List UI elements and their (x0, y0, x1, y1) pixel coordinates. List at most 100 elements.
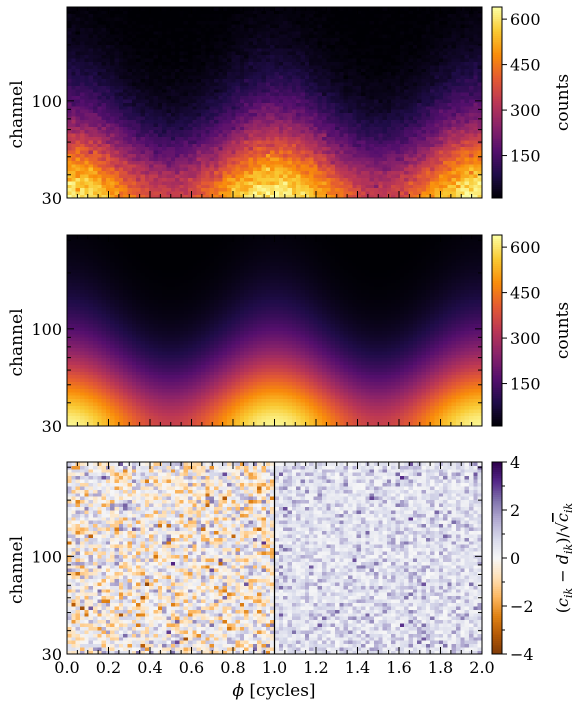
heatmap-cell (213, 105, 219, 110)
heatmap-cell (287, 126, 293, 131)
heatmap-cell (443, 122, 448, 127)
heatmap-cell (382, 99, 388, 103)
heatmap-cell (248, 30, 254, 35)
heatmap-cell (283, 184, 288, 189)
heatmap-cell (322, 180, 327, 185)
heatmap-cell (170, 105, 176, 110)
heatmap-cell (179, 191, 185, 195)
heatmap-cell (105, 64, 111, 69)
heatmap-cell (257, 30, 262, 35)
heatmap-cell (477, 54, 483, 59)
heatmap-cell (300, 64, 306, 69)
heatmap-cell (386, 102, 392, 107)
heatmap-cell (88, 170, 94, 175)
heatmap-cell (386, 99, 392, 103)
heatmap-cell (110, 44, 115, 49)
heatmap-cell (179, 180, 185, 185)
heatmap-cell (79, 61, 85, 66)
heatmap-cell (67, 41, 72, 45)
heatmap-cell (360, 37, 366, 42)
heatmap-cell (343, 78, 349, 83)
heatmap-cell (166, 122, 172, 127)
heatmap-cell (313, 27, 319, 32)
heatmap-cell (456, 116, 461, 120)
heatmap-cell (477, 75, 483, 80)
heatmap-cell (296, 146, 301, 151)
heatmap-cell (123, 126, 128, 131)
heatmap-cell (75, 177, 81, 182)
heatmap-cell (365, 58, 370, 62)
heatmap-cell (456, 119, 461, 124)
heatmap-cell (218, 54, 224, 59)
heatmap-cell (222, 126, 228, 131)
heatmap-cell (226, 167, 232, 172)
heatmap-cell (252, 51, 258, 56)
heatmap-cell (347, 116, 353, 120)
heatmap-cell (291, 47, 297, 52)
heatmap-cell (92, 44, 98, 49)
heatmap-cell (391, 194, 396, 199)
heatmap-cell (114, 71, 120, 76)
heatmap-cell (166, 51, 172, 56)
heatmap-cell (365, 105, 370, 110)
heatmap-cell (123, 75, 128, 80)
heatmap-cell (460, 64, 466, 69)
heatmap-cell (365, 136, 370, 141)
heatmap-cell (235, 191, 241, 195)
heatmap-cell (157, 68, 163, 73)
heatmap-cell (434, 92, 440, 97)
heatmap-cell (443, 102, 448, 107)
heatmap-cell (71, 143, 77, 148)
heatmap-cell (270, 153, 275, 158)
heatmap-cell (360, 88, 366, 93)
heatmap-cell (110, 116, 115, 120)
heatmap-cell (460, 143, 466, 148)
heatmap-cell (84, 167, 90, 172)
heatmap-cell (209, 51, 215, 56)
heatmap-cell (408, 187, 414, 192)
heatmap-cell (244, 20, 249, 25)
heatmap-cell (252, 129, 258, 134)
heatmap-cell (451, 105, 457, 110)
heatmap-cell (213, 82, 219, 86)
heatmap-cell (278, 160, 284, 165)
heatmap-cell (412, 88, 418, 93)
heatmap-cell (140, 71, 146, 76)
heatmap-cell (438, 75, 444, 80)
heatmap-cell (101, 85, 107, 90)
heatmap-cell (473, 150, 479, 155)
heatmap-cell (417, 85, 422, 90)
heatmap-cell (469, 51, 474, 56)
heatmap-cell (265, 112, 271, 117)
heatmap-cell (162, 99, 167, 103)
heatmap-cell (412, 184, 418, 189)
heatmap-cell (75, 71, 81, 76)
heatmap-cell (175, 24, 180, 28)
heatmap-cell (322, 92, 327, 97)
heatmap-cell (477, 143, 483, 148)
heatmap-cell (67, 75, 72, 80)
heatmap-cell (75, 194, 81, 199)
heatmap-cell (274, 24, 280, 28)
heatmap-cell (335, 51, 340, 56)
heatmap-cell (425, 119, 431, 124)
heatmap-cell (179, 119, 185, 124)
heatmap-cell (352, 34, 358, 39)
heatmap-cell (67, 30, 72, 35)
heatmap-cell (335, 37, 340, 42)
heatmap-cell (157, 75, 163, 80)
heatmap-cell (153, 71, 159, 76)
heatmap-cell (222, 160, 228, 165)
heatmap-cell (213, 75, 219, 80)
heatmap-cell (283, 116, 288, 120)
heatmap-cell (110, 37, 115, 42)
heatmap-cell (101, 191, 107, 195)
heatmap-cell (339, 177, 345, 182)
heatmap-cell (144, 58, 150, 62)
heatmap-cell (304, 51, 310, 56)
heatmap-cell (257, 153, 262, 158)
heatmap-cell (218, 133, 224, 138)
heatmap-cell (201, 191, 206, 195)
heatmap-cell (451, 194, 457, 199)
heatmap-cell (97, 75, 102, 80)
